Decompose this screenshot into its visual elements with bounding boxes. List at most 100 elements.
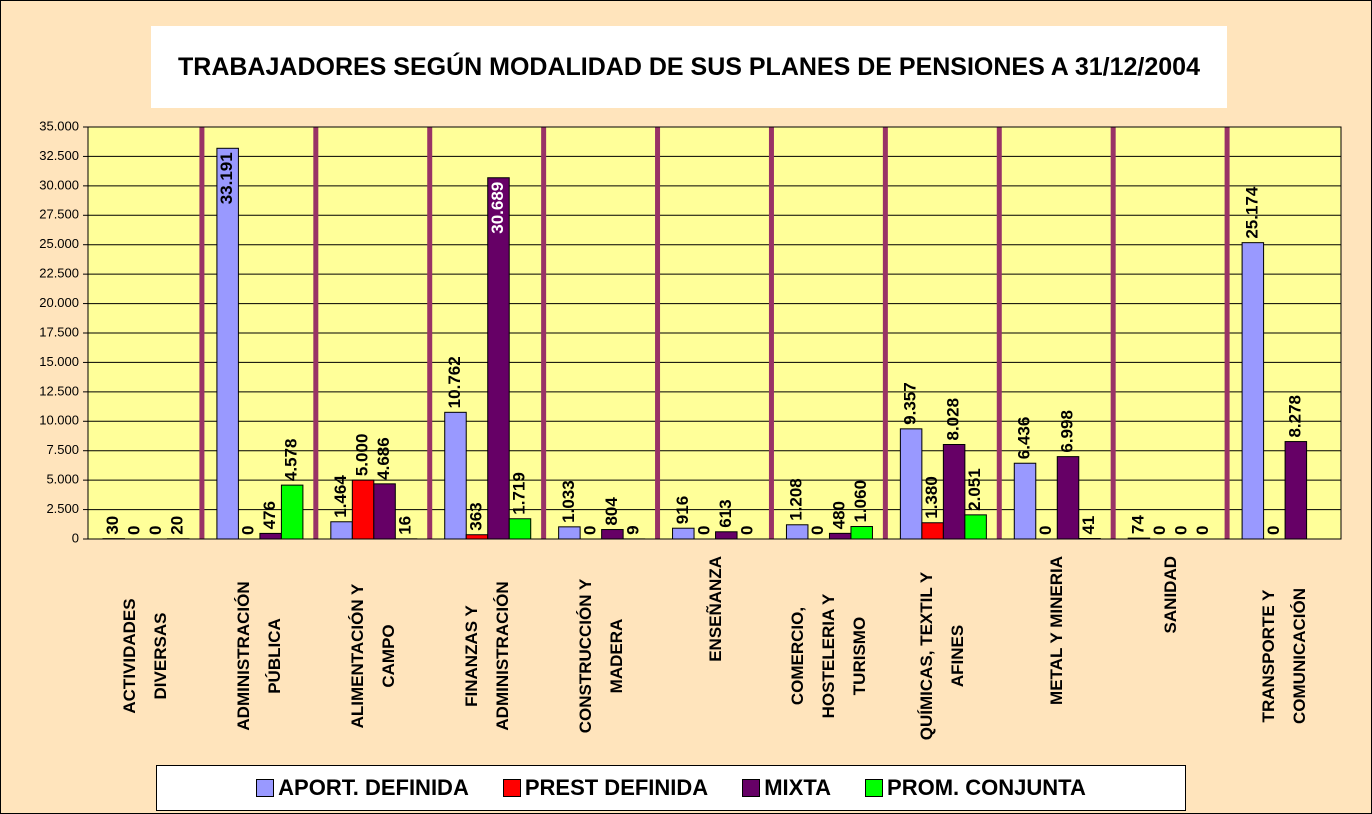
y-tick-label: 5.000 xyxy=(46,472,79,487)
data-label: 33.191 xyxy=(217,152,236,204)
bar xyxy=(259,532,282,540)
data-label: 1.208 xyxy=(787,478,806,521)
data-label: 0 xyxy=(580,526,599,535)
y-tick-label: 30.000 xyxy=(39,177,79,192)
data-label: 8.278 xyxy=(1285,395,1304,438)
data-label: 0 xyxy=(1036,526,1055,535)
legend-label: PREST DEFINIDA xyxy=(524,775,709,800)
data-label: 4.686 xyxy=(374,437,393,480)
bar xyxy=(785,524,809,540)
data-label: 0 xyxy=(694,526,713,535)
legend-swatch xyxy=(256,779,275,797)
legend-item: APORT. DEFINIDA xyxy=(256,775,469,801)
bar xyxy=(216,147,239,540)
data-label: 6.998 xyxy=(1058,410,1077,453)
bar xyxy=(942,443,966,540)
category-box: ACTIVIDADES DIVERSAS xyxy=(88,556,202,756)
y-tick-label: 10.000 xyxy=(39,413,79,428)
y-tick-label: 22.500 xyxy=(39,266,79,281)
x-tick-label: ENSEÑANZA xyxy=(705,556,724,662)
x-tick-label: METAL Y MINERIA xyxy=(1046,556,1066,705)
data-label: 30.689 xyxy=(488,182,507,234)
bar xyxy=(465,534,489,540)
data-label: 74 xyxy=(1128,515,1147,534)
category-box: ENSEÑANZA xyxy=(658,556,772,756)
bar xyxy=(921,522,944,540)
data-label: 1.464 xyxy=(331,475,350,518)
legend-label: APORT. DEFINIDA xyxy=(278,775,469,800)
data-label: 0 xyxy=(808,526,827,535)
data-label: 0 xyxy=(1193,526,1212,535)
y-tick-label: 7.500 xyxy=(46,442,79,457)
data-label: 0 xyxy=(125,526,144,535)
data-label: 1.033 xyxy=(559,480,578,523)
data-label: 25.174 xyxy=(1242,186,1261,239)
legend-label: MIXTA xyxy=(764,775,832,800)
data-label: 2.051 xyxy=(965,468,984,511)
data-label: 916 xyxy=(673,496,692,524)
legend-swatch xyxy=(742,779,761,797)
category-box: FINANZAS Y ADMINISTRACIÓN xyxy=(430,556,544,756)
data-label: 476 xyxy=(260,501,279,529)
category-box: COMERCIO, HOSTELERIA Y TURISMO xyxy=(771,556,885,756)
x-tick-label: COMERCIO, HOSTELERIA Y TURISMO xyxy=(787,593,869,719)
data-label: 363 xyxy=(466,502,485,530)
y-tick-label: 20.000 xyxy=(39,295,79,310)
legend-item: PREST DEFINIDA xyxy=(502,775,709,801)
x-tick-label: CONSTRUCCIÓN Y MADERA xyxy=(575,578,626,734)
data-label: 613 xyxy=(716,499,735,527)
data-label: 10.762 xyxy=(445,356,464,408)
data-label: 20 xyxy=(168,516,187,535)
bar xyxy=(828,532,852,540)
x-tick-label: QUÍMICAS, TEXTIL Y AFINES xyxy=(917,571,968,741)
category-box: ADMINISTRACIÓN PÚBLICA xyxy=(202,556,316,756)
data-label: 0 xyxy=(1150,526,1169,535)
data-label: 41 xyxy=(1079,516,1098,535)
legend-swatch xyxy=(502,779,521,797)
x-tick-label: ADMINISTRACIÓN PÚBLICA xyxy=(233,581,284,731)
legend: APORT. DEFINIDA PREST DEFINIDA MIXTA PROM. … xyxy=(156,765,1186,811)
bar xyxy=(1241,242,1265,540)
y-tick-label: 25.000 xyxy=(39,236,79,251)
data-label: 16 xyxy=(396,516,415,535)
category-box: ALIMENTACIÓN Y CAMPO xyxy=(316,556,430,756)
bar xyxy=(558,526,581,540)
legend-label: PROM. CONJUNTA xyxy=(887,775,1086,800)
data-label: 0 xyxy=(737,526,756,535)
category-box: QUÍMICAS, TEXTIL Y AFINES xyxy=(885,556,999,756)
legend-item: PROM. CONJUNTA xyxy=(865,775,1086,801)
y-tick-label: 17.500 xyxy=(39,324,79,339)
bar xyxy=(715,531,738,540)
data-label: 0 xyxy=(239,526,258,535)
category-box: CONSTRUCCIÓN Y MADERA xyxy=(544,556,658,756)
bar xyxy=(351,479,375,540)
category-box: SANIDAD xyxy=(1113,556,1227,756)
data-label: 6.436 xyxy=(1015,417,1034,460)
x-tick-label: TRANSPORTE Y COMUNICACIÓN xyxy=(1259,588,1310,724)
data-label: 0 xyxy=(146,526,165,535)
data-label: 9 xyxy=(623,525,642,534)
y-tick-label: 12.500 xyxy=(39,383,79,398)
bar xyxy=(508,518,532,540)
legend-swatch xyxy=(865,779,884,797)
bar xyxy=(899,428,923,540)
data-label: 9.357 xyxy=(901,382,920,425)
y-tick-label: 35.000 xyxy=(39,118,79,133)
y-tick-label: 27.500 xyxy=(39,207,79,222)
bar xyxy=(1284,441,1308,540)
bar xyxy=(964,514,987,540)
data-label: 1.380 xyxy=(922,476,941,519)
y-tick-label: 2.500 xyxy=(46,501,79,516)
bar xyxy=(850,526,873,540)
data-label: 30 xyxy=(103,516,122,535)
x-tick-label: FINANZAS Y ADMINISTRACIÓN xyxy=(461,581,512,731)
bar xyxy=(487,177,510,540)
bar xyxy=(1127,537,1151,540)
category-box: TRANSPORTE Y COMUNICACIÓN xyxy=(1227,556,1341,756)
data-label: 4.578 xyxy=(282,439,301,482)
data-label: 0 xyxy=(1264,526,1283,535)
data-label: 5.000 xyxy=(353,434,372,477)
data-label: 480 xyxy=(830,501,849,529)
